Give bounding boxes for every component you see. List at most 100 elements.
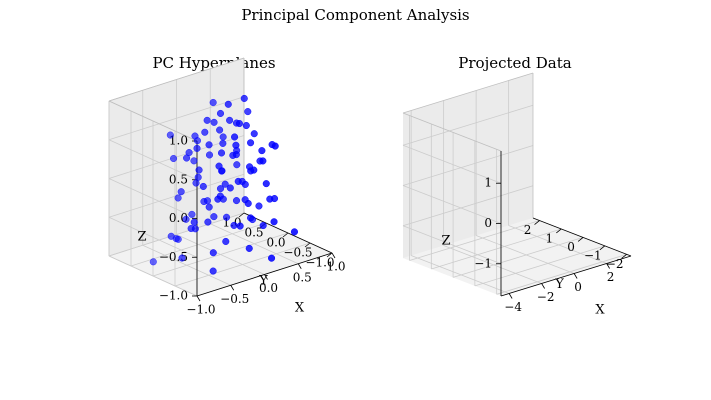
x-tick-label: −2	[537, 290, 555, 304]
x-tick-label: 0.0	[259, 281, 278, 295]
data-point	[255, 202, 263, 210]
x-tick-label: −0.5	[220, 292, 249, 306]
y-tick-label: 0	[567, 240, 575, 254]
data-point	[262, 180, 270, 188]
grid-line-z	[108, 139, 198, 181]
grid-line-y	[452, 237, 584, 278]
data-point	[178, 254, 186, 262]
x-tick-mark	[331, 252, 336, 259]
x-tick-mark	[196, 295, 201, 302]
data-point	[221, 180, 229, 188]
z-tick-label: −1.0	[159, 289, 188, 303]
x-axis-line	[500, 255, 632, 297]
data-point	[182, 215, 190, 223]
data-point	[247, 139, 255, 147]
data-point	[244, 108, 252, 116]
pane-edge	[402, 72, 534, 114]
y-tick-mark	[304, 242, 311, 248]
grid-line-x	[475, 235, 575, 274]
grid-line-y	[152, 232, 289, 277]
data-point	[244, 199, 252, 208]
z-tick-label: −1	[474, 256, 492, 270]
data-point	[290, 228, 299, 236]
data-point	[190, 218, 198, 226]
data-point	[219, 133, 227, 141]
data-point	[193, 144, 201, 152]
data-point	[167, 232, 175, 240]
y-tick-label: 2	[524, 223, 532, 237]
data-point	[222, 213, 231, 221]
y-tick-mark	[238, 212, 245, 218]
grid-line-z	[402, 145, 534, 186]
data-point	[216, 126, 224, 134]
grid-line-z	[402, 225, 502, 265]
data-point	[240, 94, 248, 102]
grid-line-z	[108, 178, 198, 219]
data-point	[210, 213, 218, 221]
data-point	[188, 210, 196, 218]
grid-line-z	[402, 185, 534, 227]
x-tick-label: 1.0	[326, 260, 345, 274]
x-tick-label: −4	[504, 300, 522, 314]
x-tick-mark	[508, 293, 513, 299]
data-point	[183, 154, 191, 162]
data-point	[190, 157, 198, 165]
y-axis-label: Y	[554, 277, 564, 292]
data-point	[201, 128, 209, 136]
x-tick-label: 0	[574, 280, 582, 294]
x-tick-mark	[573, 273, 578, 279]
data-point	[216, 109, 225, 117]
data-point	[270, 218, 278, 226]
data-point	[222, 237, 230, 246]
data-point	[233, 161, 241, 169]
data-point	[271, 142, 279, 150]
data-point	[226, 184, 234, 192]
y-tick-mark	[556, 228, 562, 234]
data-point	[258, 147, 266, 155]
grid-line-y	[409, 220, 540, 261]
data-point	[170, 154, 178, 163]
y-tick-mark	[326, 252, 333, 258]
data-point	[214, 195, 222, 203]
grid-line-x	[443, 245, 542, 284]
data-point	[194, 173, 202, 181]
x-tick-mark	[606, 263, 610, 269]
z-axis-label: Z	[441, 233, 450, 248]
data-point	[245, 244, 253, 252]
grid-line-y	[174, 242, 311, 287]
grid-line-x	[508, 225, 607, 264]
data-point	[215, 162, 223, 170]
x-tick-mark	[264, 274, 268, 280]
grid-line-y	[474, 245, 605, 287]
x-tick-label: 2	[607, 270, 615, 284]
x-tick-label: 0.5	[293, 270, 312, 284]
grid-line-z	[108, 212, 245, 257]
data-point	[204, 218, 212, 226]
x-tick-mark	[541, 283, 545, 289]
data-point	[235, 119, 243, 128]
grid-line-z	[108, 216, 198, 258]
grid-line-y	[496, 253, 627, 295]
y-tick-mark	[282, 232, 289, 238]
pc-hyperplanes-panel: PC Hyperplanes −1.0−0.50.00.51.0−1.0−0.5…	[108, 54, 346, 317]
data-point	[241, 180, 249, 188]
data-point	[209, 267, 217, 275]
z-tick-label: 0	[484, 216, 492, 230]
data-point	[203, 116, 211, 124]
x-tick-label: −1.0	[186, 303, 215, 317]
data-point	[174, 194, 182, 202]
data-point	[226, 116, 234, 124]
data-point	[166, 131, 174, 139]
grid-line-z	[108, 96, 245, 141]
data-point	[250, 130, 258, 138]
data-point	[230, 221, 238, 229]
data-point	[259, 222, 267, 230]
y-tick-label: 0.5	[244, 226, 263, 240]
y-axis-line	[532, 217, 632, 257]
z-tick-label: 0.5	[169, 172, 188, 186]
data-point	[195, 166, 203, 174]
data-point	[247, 214, 255, 222]
pane-edge	[108, 100, 198, 142]
data-point	[217, 149, 226, 157]
grid-line-z	[402, 104, 534, 146]
